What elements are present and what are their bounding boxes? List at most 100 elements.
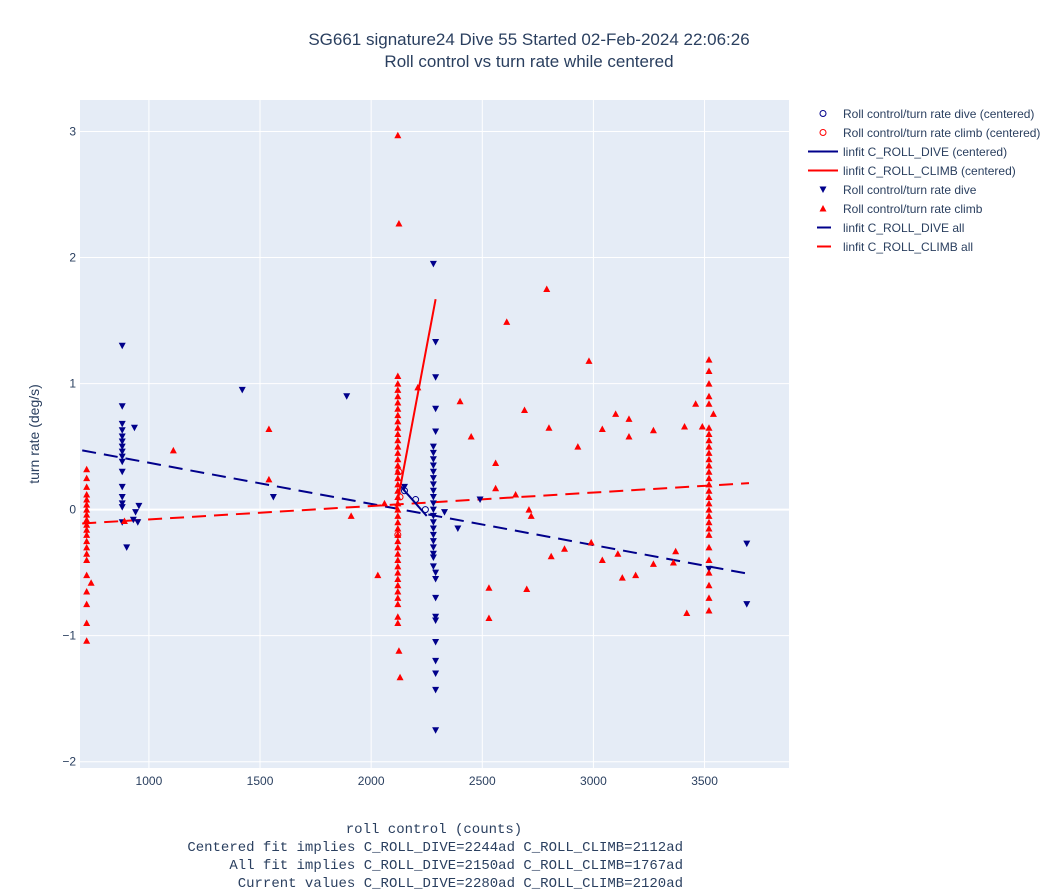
data-point (394, 613, 402, 620)
data-point (269, 494, 277, 501)
data-point (485, 584, 493, 591)
data-point (118, 433, 126, 441)
data-point (432, 569, 440, 577)
chart-subtitle: Roll control vs turn rate while centered (384, 52, 674, 71)
data-point (429, 456, 437, 463)
data-point (394, 518, 402, 526)
series-line (82, 449, 750, 575)
data-point (394, 619, 402, 627)
data-point (429, 554, 437, 562)
legend-label: Roll control/turn rate dive (centered) (843, 106, 1035, 121)
data-point (705, 518, 713, 526)
data-point (525, 506, 533, 513)
legend-item[interactable]: linfit C_ROLL_CLIMB all (806, 237, 1040, 256)
legend-label: linfit C_ROLL_CLIMB (centered) (843, 163, 1016, 178)
data-point (705, 543, 713, 551)
data-point (123, 544, 131, 551)
legend-item[interactable]: Roll control/turn rate dive (806, 180, 1040, 199)
data-point (394, 392, 402, 400)
data-point (118, 458, 126, 466)
data-point (432, 727, 440, 734)
data-point (612, 410, 620, 417)
data-point (705, 443, 713, 450)
series-line (399, 485, 428, 517)
data-point (394, 512, 402, 519)
data-point (429, 531, 437, 539)
data-point (380, 499, 388, 507)
x-axis-note-centered: Centered fit implies C_ROLL_DIVE=2244ad … (187, 840, 683, 856)
data-point (547, 552, 555, 560)
data-point (492, 459, 500, 466)
legend-item[interactable]: Roll control/turn rate climb (806, 199, 1040, 218)
data-point (705, 424, 713, 431)
data-point (432, 594, 440, 602)
x-axis-note-current: Current values C_ROLL_DIVE=2280ad C_ROLL… (237, 876, 683, 892)
data-point (130, 424, 138, 432)
data-point (83, 550, 91, 557)
legend-symbol (819, 129, 827, 136)
data-point (705, 392, 713, 400)
data-point (692, 400, 700, 407)
data-point (669, 559, 677, 566)
data-point (432, 617, 440, 625)
data-point (394, 588, 402, 595)
grid-lines (80, 100, 789, 768)
legend-marker-swatch (819, 110, 827, 117)
data-point (454, 525, 462, 533)
data-point (395, 468, 403, 476)
data-point (395, 647, 403, 654)
data-point (705, 474, 713, 482)
data-point (543, 285, 551, 293)
x-axis-label: roll control (counts) (345, 822, 523, 838)
data-point (432, 338, 440, 346)
data-point (614, 550, 622, 557)
data-point (705, 468, 713, 475)
data-point (705, 506, 713, 513)
data-point (441, 509, 449, 516)
series-5 (83, 131, 717, 681)
legend-symbol (808, 169, 838, 172)
data-point (394, 581, 402, 589)
legend-item[interactable]: linfit C_ROLL_CLIMB (centered) (806, 161, 1040, 180)
legend-symbol (817, 226, 831, 229)
data-point (343, 393, 351, 400)
data-point (265, 425, 273, 432)
legend-item[interactable]: linfit C_ROLL_DIVE (centered) (806, 142, 1040, 161)
data-point (394, 417, 402, 425)
data-point (394, 430, 402, 437)
data-point (394, 380, 402, 387)
data-point (429, 512, 437, 520)
data-point (374, 571, 382, 579)
data-point (118, 483, 126, 491)
data-point (394, 474, 402, 482)
data-point (429, 462, 437, 470)
series-line (395, 298, 437, 510)
data-point (394, 543, 402, 551)
data-point (135, 502, 143, 510)
data-point (432, 575, 440, 583)
data-point (118, 342, 126, 350)
legend-item[interactable]: Roll control/turn rate climb (centered) (806, 123, 1040, 142)
data-point (705, 493, 713, 501)
data-point (705, 367, 713, 374)
data-point (705, 487, 713, 494)
data-point (83, 588, 91, 595)
data-point (429, 443, 437, 451)
data-point (394, 506, 402, 513)
legend-item[interactable]: linfit C_ROLL_DIVE all (806, 218, 1040, 237)
data-point (394, 455, 402, 463)
data-point (512, 490, 520, 498)
data-point (83, 511, 91, 518)
data-point (394, 449, 402, 456)
data-point (705, 594, 713, 601)
data-point (429, 563, 437, 570)
x-tick-label: 2000 (358, 774, 385, 788)
data-point (169, 446, 177, 454)
data-point (485, 614, 493, 622)
data-point (587, 538, 595, 546)
data-point (120, 517, 128, 524)
data-point (705, 569, 713, 576)
legend-item[interactable]: Roll control/turn rate dive (centered) (806, 104, 1040, 123)
data-point (632, 571, 640, 579)
data-point (705, 436, 713, 444)
